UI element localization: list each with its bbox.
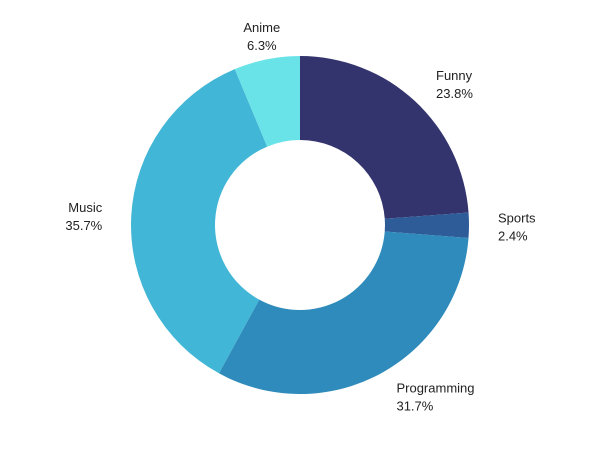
label-programming-name: Programming <box>396 381 474 396</box>
slice-programming <box>218 231 469 394</box>
label-programming-pct: 31.7% <box>396 399 433 414</box>
labels-group: Funny 23.8% Sports 2.4% Programming 31.7% Musi… <box>65 20 536 414</box>
label-funny-pct: 23.8% <box>436 86 473 101</box>
label-anime-pct: 6.3% <box>247 38 277 53</box>
label-music-name: Music <box>68 200 102 215</box>
label-anime-name: Anime <box>243 20 280 35</box>
slice-music <box>131 69 268 374</box>
label-music-pct: 35.7% <box>65 218 102 233</box>
slices-group <box>131 56 469 394</box>
label-sports-pct: 2.4% <box>498 228 528 243</box>
slice-sports <box>384 212 469 239</box>
slice-anime <box>234 56 300 147</box>
label-funny-name: Funny <box>436 68 473 83</box>
slice-funny <box>300 56 469 219</box>
label-sports-name: Sports <box>498 210 536 225</box>
